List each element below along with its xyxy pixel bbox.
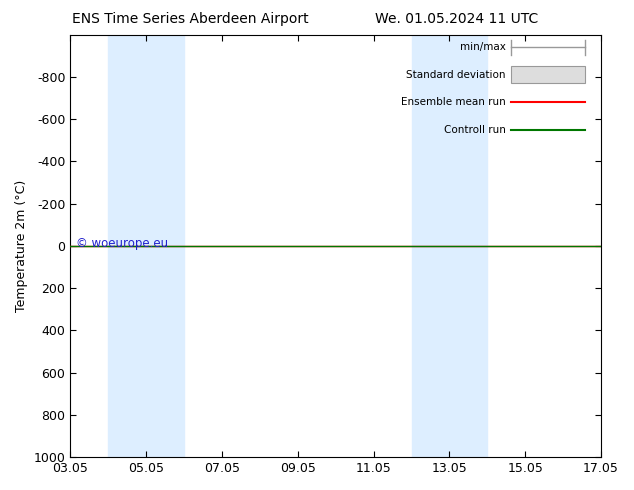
Bar	[511, 66, 585, 83]
Text: Ensemble mean run: Ensemble mean run	[401, 97, 505, 107]
Bar	[411, 35, 488, 457]
Text: Standard deviation: Standard deviation	[406, 70, 505, 80]
Text: min/max: min/max	[460, 42, 505, 52]
Text: © woeurope.eu: © woeurope.eu	[75, 237, 168, 250]
Bar	[108, 35, 184, 457]
Y-axis label: Temperature 2m (°C): Temperature 2m (°C)	[15, 180, 28, 312]
Text: Controll run: Controll run	[444, 124, 505, 135]
Text: ENS Time Series Aberdeen Airport: ENS Time Series Aberdeen Airport	[72, 12, 309, 26]
Text: We. 01.05.2024 11 UTC: We. 01.05.2024 11 UTC	[375, 12, 538, 26]
